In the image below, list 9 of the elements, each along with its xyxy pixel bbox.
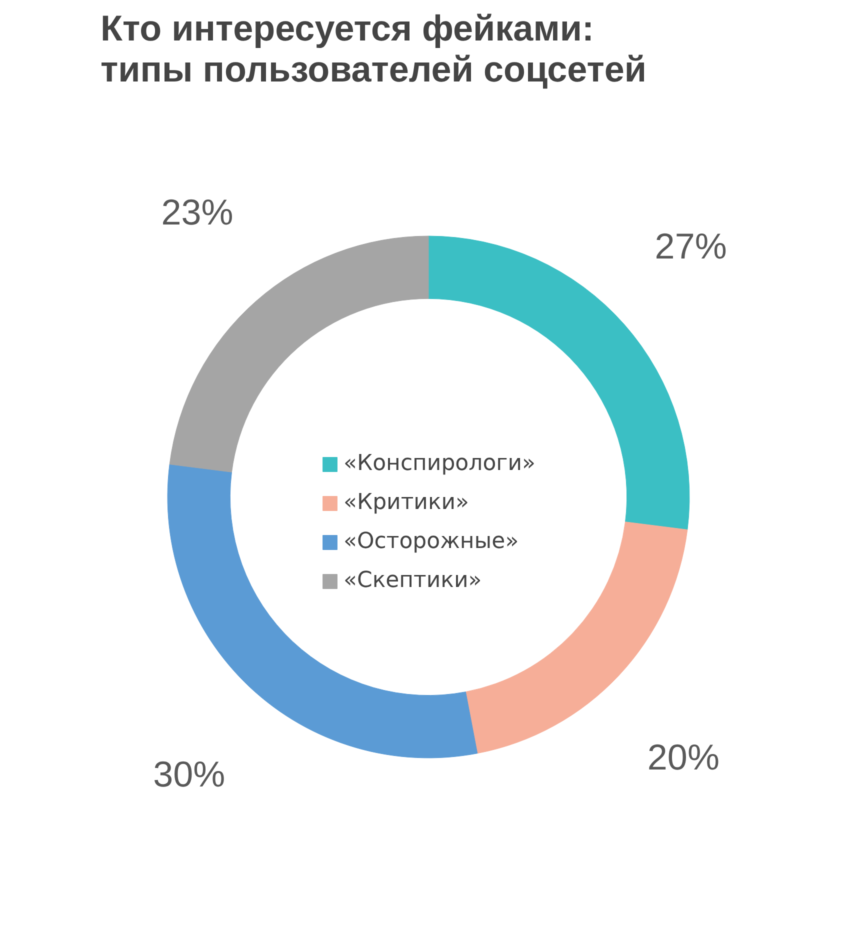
legend-label: «Критики» <box>344 490 470 515</box>
data-label: 20% <box>647 736 720 778</box>
legend-label: «Скептики» <box>344 568 482 593</box>
data-label: 30% <box>153 753 226 794</box>
legend-label: «Конспирологи» <box>344 451 536 476</box>
chart-title: Кто интересуется фейками: типы пользователей соцсетей <box>100 8 646 90</box>
data-label: 27% <box>654 225 727 266</box>
data-label: 23% <box>161 192 234 233</box>
legend-label: «Осторожные» <box>344 529 519 554</box>
